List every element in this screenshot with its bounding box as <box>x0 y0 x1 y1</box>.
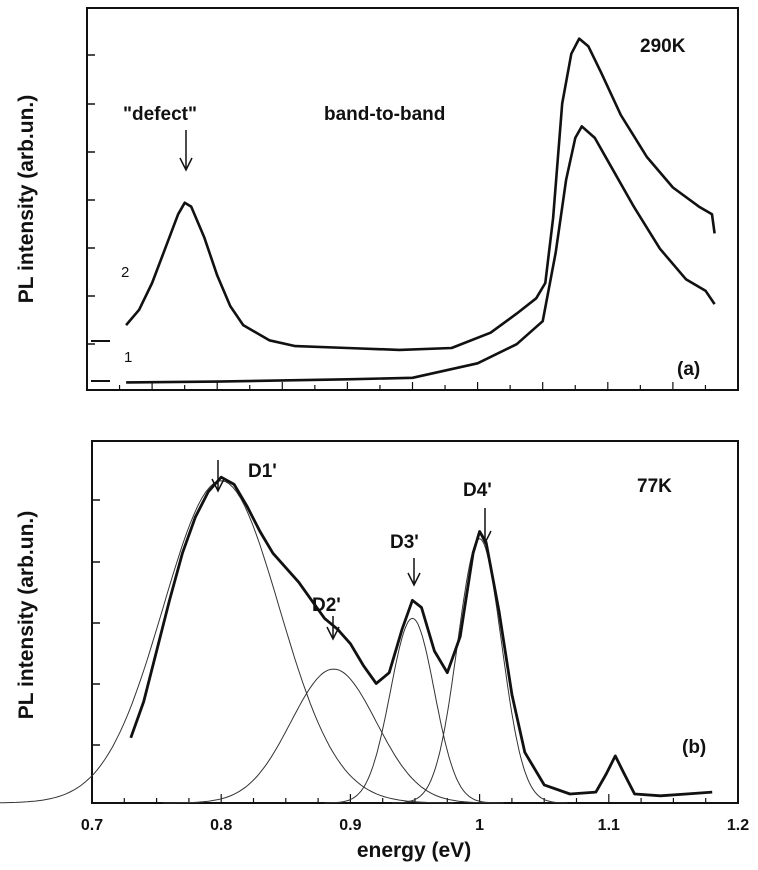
peak-label: D3' <box>390 532 419 553</box>
x-tick-label: 0.9 <box>339 817 361 834</box>
x-axis-label: energy (eV) <box>357 839 471 862</box>
peak-arrow <box>211 460 225 493</box>
panel-a-label: (a) <box>677 359 700 380</box>
fit-curve <box>324 617 501 804</box>
panel-a-frame <box>86 7 739 391</box>
panel-a-x-ticks <box>86 382 739 390</box>
panel-a-ylabel: PL intensity (arb.un.) <box>15 95 38 303</box>
curve-label-1: 1 <box>124 349 132 366</box>
defect-arrow <box>179 130 193 172</box>
x-tick-label: 1.1 <box>598 817 620 834</box>
panel-b-label: (b) <box>682 737 706 758</box>
panel-b-x-ticks: 0.7 0.8 0.9 1 1.1 1.2 <box>81 794 749 834</box>
annotation-defect: "defect" <box>123 104 197 125</box>
panel-b-fit-curves <box>0 480 568 804</box>
peak-label: D2' <box>312 595 341 616</box>
fit-curve <box>391 538 568 804</box>
series-1-line <box>126 125 716 384</box>
panel-b-measured-curve <box>129 475 713 798</box>
panel-a: PL intensity (arb.un.) 290K (a) "defect"… <box>15 7 739 391</box>
panel-a-temperature: 290K <box>640 36 686 57</box>
peak-arrow <box>407 558 421 587</box>
peak-label: D1' <box>248 461 277 482</box>
panel-a-y-ticks <box>87 54 95 345</box>
measured-spectrum-line <box>129 475 713 798</box>
panel-b-peak-labels: D1' D2' D3' D4' <box>211 460 492 641</box>
peak-arrow <box>478 508 492 545</box>
fit-curve <box>163 668 505 804</box>
fit-curve <box>0 480 454 804</box>
series-2-line <box>125 37 716 352</box>
panel-b-y-ticks <box>92 499 100 746</box>
x-tick-label: 1 <box>475 817 484 834</box>
panel-b-ylabel: PL intensity (arb.un.) <box>15 511 38 719</box>
peak-arrow <box>326 616 340 641</box>
panel-a-curves <box>125 37 716 384</box>
peak-label: D4' <box>463 480 492 501</box>
annotation-band-to-band: band-to-band <box>324 104 445 125</box>
x-tick-label: 0.8 <box>210 817 232 834</box>
curve-label-2: 2 <box>121 264 129 281</box>
panel-b: 0.7 0.8 0.9 1 1.1 1.2 D1' D2' D3' D4' PL intensi… <box>0 440 749 862</box>
panel-b-temperature: 77K <box>637 476 672 497</box>
x-tick-label: 1.2 <box>727 817 749 834</box>
x-tick-label: 0.7 <box>81 817 103 834</box>
